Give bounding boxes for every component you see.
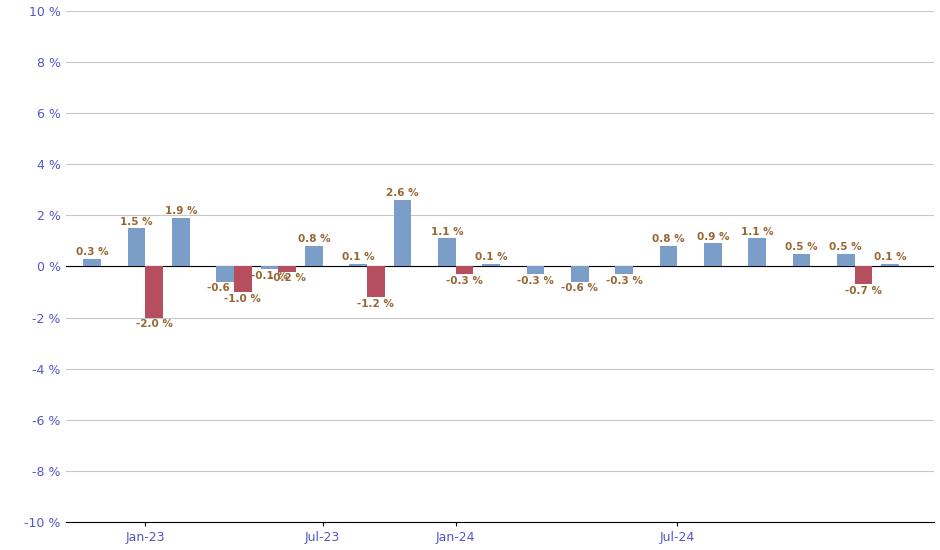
Text: 0.1 %: 0.1 % (342, 252, 374, 262)
Bar (278, 267, 296, 272)
Text: -0.6 %: -0.6 % (207, 283, 243, 293)
Text: 0.5 %: 0.5 % (829, 242, 862, 252)
Text: 1.1 %: 1.1 % (741, 227, 774, 237)
Text: 0.8 %: 0.8 % (652, 234, 684, 245)
Text: -0.2 %: -0.2 % (269, 273, 306, 283)
Bar (234, 267, 252, 292)
Text: -1.2 %: -1.2 % (357, 299, 395, 309)
Text: 0.5 %: 0.5 % (785, 242, 818, 252)
Text: -1.0 %: -1.0 % (225, 294, 261, 304)
Bar (146, 267, 164, 318)
Bar (482, 264, 500, 267)
Bar (172, 218, 190, 267)
Text: 0.8 %: 0.8 % (298, 234, 330, 245)
Text: -0.6 %: -0.6 % (561, 283, 598, 293)
Bar (456, 267, 474, 274)
Bar (748, 238, 766, 267)
Bar (837, 254, 854, 267)
Bar (616, 267, 633, 274)
Text: 0.1 %: 0.1 % (874, 252, 906, 262)
Text: 1.1 %: 1.1 % (431, 227, 463, 237)
Bar (305, 246, 322, 267)
Text: 1.5 %: 1.5 % (120, 217, 153, 227)
Bar (660, 246, 678, 267)
Text: -0.3 %: -0.3 % (517, 276, 554, 285)
Text: -0.3 %: -0.3 % (446, 276, 483, 285)
Bar (84, 259, 102, 267)
Bar (394, 200, 412, 267)
Text: -2.0 %: -2.0 % (135, 319, 173, 329)
Bar (526, 267, 544, 274)
Text: 0.3 %: 0.3 % (76, 248, 108, 257)
Bar (854, 267, 872, 284)
Bar (260, 267, 278, 269)
Text: 1.9 %: 1.9 % (164, 206, 197, 216)
Bar (367, 267, 384, 297)
Bar (571, 267, 588, 282)
Text: 0.9 %: 0.9 % (697, 232, 729, 242)
Text: -0.3 %: -0.3 % (605, 276, 643, 285)
Text: 2.6 %: 2.6 % (386, 189, 419, 199)
Bar (881, 264, 899, 267)
Bar (438, 238, 456, 267)
Bar (350, 264, 367, 267)
Bar (128, 228, 146, 267)
Bar (792, 254, 810, 267)
Bar (704, 244, 722, 267)
Text: 0.1 %: 0.1 % (475, 252, 508, 262)
Text: -0.7 %: -0.7 % (845, 286, 882, 296)
Text: -0.1 %: -0.1 % (251, 271, 288, 281)
Bar (216, 267, 234, 282)
